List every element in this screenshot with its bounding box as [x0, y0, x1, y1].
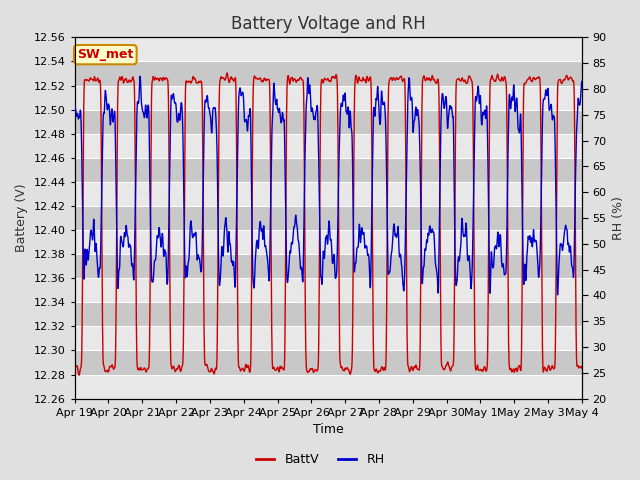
BattV [534, 75, 541, 81]
RH [354, 244, 362, 250]
BattV [71, 365, 79, 371]
RH [136, 73, 144, 79]
Bar [75, 374, 582, 398]
RH [554, 292, 561, 298]
Text: SW_met: SW_met [77, 48, 134, 61]
RH [71, 105, 79, 111]
Bar [75, 254, 582, 278]
RH [533, 252, 541, 257]
Bar [75, 326, 582, 350]
Line: BattV: BattV [75, 73, 582, 375]
BattV [223, 70, 231, 76]
BattV [354, 79, 362, 85]
BattV [343, 365, 351, 371]
RH [547, 102, 555, 108]
BattV [578, 366, 586, 372]
BattV [476, 367, 484, 373]
BattV [76, 372, 83, 378]
Y-axis label: Battery (V): Battery (V) [15, 184, 28, 252]
Bar [75, 61, 582, 85]
Bar [75, 230, 582, 254]
RH [343, 108, 351, 114]
RH [476, 101, 483, 107]
Y-axis label: RH (%): RH (%) [612, 196, 625, 240]
BattV [212, 366, 220, 372]
Bar [75, 158, 582, 182]
Bar [75, 206, 582, 230]
Bar [75, 133, 582, 158]
Bar [75, 302, 582, 326]
RH [212, 123, 220, 129]
BattV [548, 364, 556, 370]
Bar [75, 37, 582, 61]
Bar [75, 182, 582, 206]
Line: RH: RH [75, 76, 582, 295]
Bar [75, 85, 582, 109]
RH [578, 78, 586, 84]
Bar [75, 109, 582, 133]
Legend: BattV, RH: BattV, RH [250, 448, 390, 471]
X-axis label: Time: Time [313, 423, 344, 436]
Bar [75, 278, 582, 302]
Bar [75, 350, 582, 374]
Title: Battery Voltage and RH: Battery Voltage and RH [231, 15, 426, 33]
